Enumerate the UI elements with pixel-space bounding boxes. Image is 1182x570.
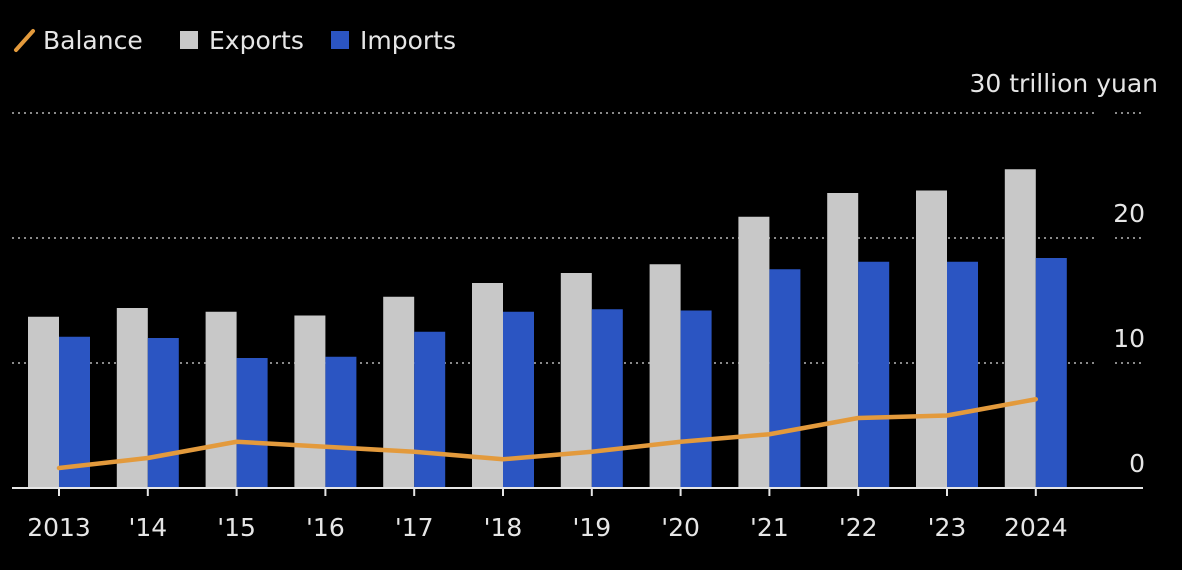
legend-item-imports: Imports bbox=[331, 26, 456, 55]
y-tick-label: 0 bbox=[1129, 449, 1145, 478]
bar-imports-5 bbox=[503, 311, 534, 488]
balance-line bbox=[56, 397, 1039, 471]
bar-imports-0 bbox=[59, 336, 90, 488]
legend-marker-balance bbox=[14, 29, 35, 52]
bar-imports-6 bbox=[591, 309, 623, 488]
x-tick-label: '19 bbox=[572, 513, 611, 542]
x-tick-label: '15 bbox=[217, 513, 256, 542]
bar-exports-10 bbox=[916, 190, 947, 488]
y-axis-unit-label: 30 trillion yuan bbox=[969, 69, 1158, 98]
bar-imports-10 bbox=[947, 261, 978, 488]
x-tick-label: '20 bbox=[661, 513, 700, 542]
bar-exports-3 bbox=[294, 315, 326, 488]
x-tick-label: '23 bbox=[928, 513, 967, 542]
bar-exports-9 bbox=[827, 193, 859, 488]
bar-imports-8 bbox=[769, 269, 801, 488]
bar-imports-2 bbox=[236, 358, 268, 488]
bar-exports-7 bbox=[649, 264, 681, 488]
legend-marker-exports bbox=[180, 31, 198, 49]
legend-item-balance: Balance bbox=[14, 26, 143, 55]
bar-exports-0 bbox=[28, 316, 59, 488]
legend-label-imports: Imports bbox=[360, 26, 456, 55]
x-tick-label: 2013 bbox=[27, 513, 91, 542]
bar-imports-9 bbox=[858, 261, 890, 488]
legend: Balance Exports Imports bbox=[14, 26, 456, 55]
bar-imports-11 bbox=[1035, 258, 1067, 488]
bar-exports-2 bbox=[205, 311, 237, 488]
x-tick-label: '22 bbox=[839, 513, 878, 542]
x-tick-label: '21 bbox=[750, 513, 789, 542]
bar-exports-8 bbox=[738, 216, 770, 488]
bar-exports-5 bbox=[472, 283, 503, 488]
balance-line-layer bbox=[56, 397, 1039, 471]
axes: 30 trillion yuan 0 10 20 2013 '14 '15 '16 '17 '18… bbox=[12, 69, 1158, 542]
x-tick-label: '14 bbox=[128, 513, 167, 542]
gridlines bbox=[12, 112, 1145, 364]
x-tick-label: '17 bbox=[395, 513, 434, 542]
bar-imports-3 bbox=[325, 356, 357, 488]
x-tick-label: '16 bbox=[306, 513, 345, 542]
legend-item-exports: Exports bbox=[180, 26, 304, 55]
bar-exports-11 bbox=[1004, 169, 1036, 488]
y-tick-label: 10 bbox=[1113, 324, 1145, 353]
legend-marker-imports bbox=[331, 31, 349, 49]
x-tick-label: '18 bbox=[484, 513, 523, 542]
legend-label-balance: Balance bbox=[43, 26, 143, 55]
bar-exports-4 bbox=[383, 296, 415, 488]
bar-imports-7 bbox=[680, 310, 712, 488]
y-tick-label: 20 bbox=[1113, 199, 1145, 228]
bar-imports-1 bbox=[147, 338, 179, 488]
bar-imports-4 bbox=[414, 331, 446, 488]
x-tick-label: 2024 bbox=[1004, 513, 1068, 542]
bars bbox=[28, 169, 1067, 488]
legend-label-exports: Exports bbox=[209, 26, 304, 55]
